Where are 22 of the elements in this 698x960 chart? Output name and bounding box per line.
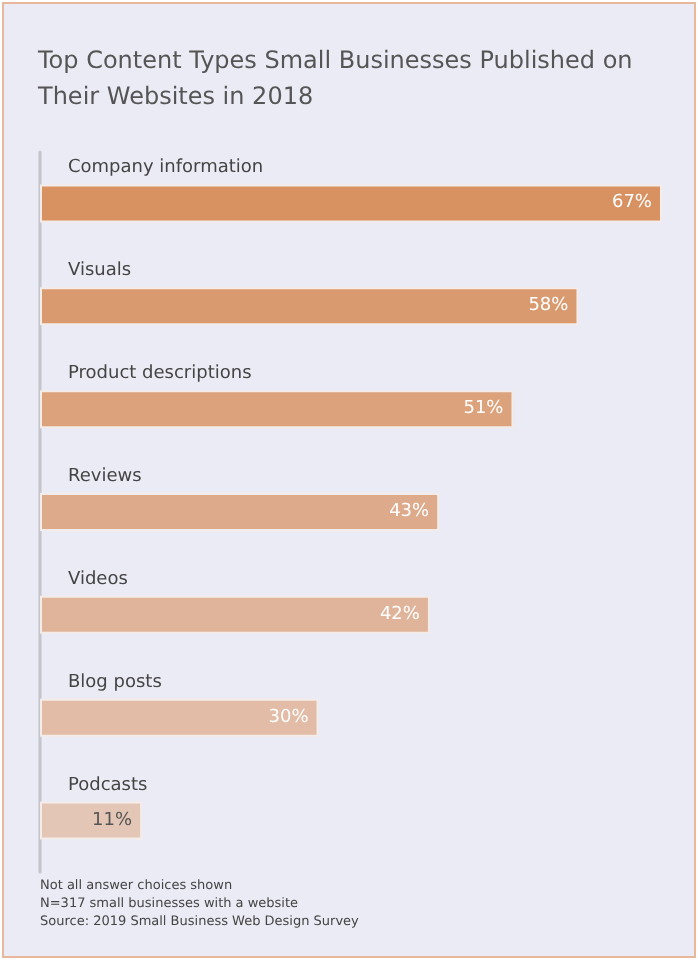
bar bbox=[40, 390, 514, 429]
data-label: 42% bbox=[379, 604, 421, 625]
y-tick-label: Visuals bbox=[68, 261, 132, 282]
bar bbox=[40, 184, 662, 223]
y-tick-label: Reviews bbox=[68, 467, 143, 487]
chart-title: Top Content Types Small Businesses Published on Their Websites in 2018 bbox=[36, 46, 641, 110]
y-tick-label: Product descriptions bbox=[68, 364, 253, 385]
data-label: 58% bbox=[528, 296, 570, 317]
data-label: 11% bbox=[92, 810, 133, 831]
bar bbox=[40, 698, 319, 737]
y-tick-label: Videos bbox=[68, 569, 129, 590]
data-label: 67% bbox=[611, 193, 653, 214]
y-tick-label: Company information bbox=[68, 158, 264, 179]
data-label: 43% bbox=[389, 502, 431, 522]
y-tick-label: Blog posts bbox=[68, 672, 163, 693]
data-label: 51% bbox=[463, 399, 505, 420]
bar bbox=[40, 493, 440, 531]
y-tick-label: Podcasts bbox=[68, 775, 149, 796]
data-label: 30% bbox=[268, 707, 310, 728]
bar bbox=[40, 801, 143, 840]
bar bbox=[40, 595, 430, 634]
bar bbox=[40, 287, 579, 326]
